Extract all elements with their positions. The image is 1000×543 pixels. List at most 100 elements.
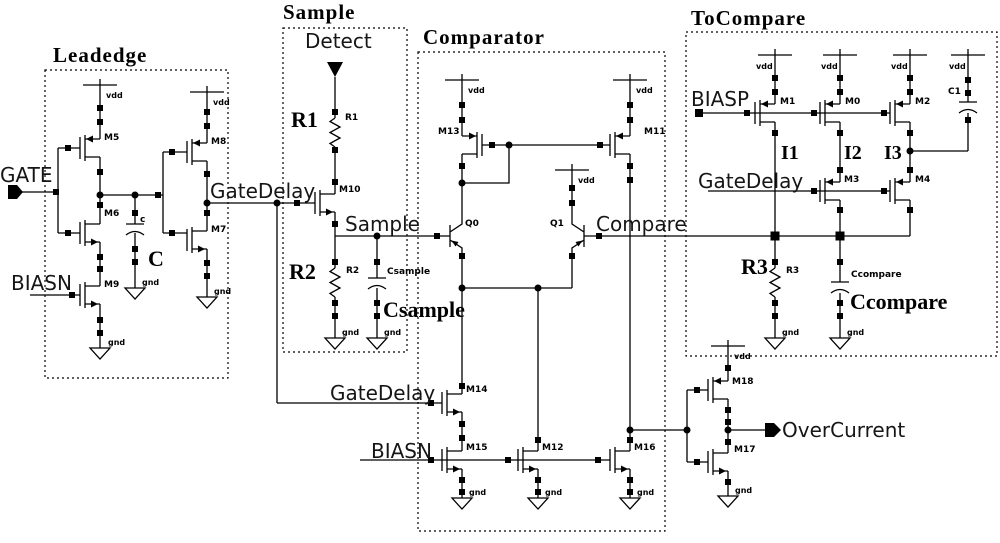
q0-ref: Q0 [465,219,479,229]
sample-detect-box [282,27,408,353]
gnd-label: gnd [637,488,654,497]
gnd-label: gnd [142,278,159,287]
gnd-label: gnd [735,486,752,495]
m14-ref: M14 [466,385,487,395]
vdd-label: vdd [636,86,653,95]
vdd-label: vdd [821,62,838,71]
gnd-symbols [89,287,851,510]
m4-ref: M4 [915,175,930,185]
gnd-label: gnd [782,328,799,337]
r1-ref: R1 [345,113,358,123]
m8-transistor [186,136,208,168]
vdd-label: vdd [891,62,908,71]
vdd-label: vdd [106,91,123,100]
m10-ref: M10 [339,185,360,195]
c-big-label: C [148,246,164,271]
r2-ref: R2 [346,266,359,276]
csample-big-label: Csample [383,297,465,322]
q1-ref: Q1 [550,219,564,229]
vdd-label: vdd [213,98,230,107]
m6-transistor [79,217,101,249]
m15-ref: M15 [466,443,487,453]
r1-big-label: R1 [291,107,318,132]
r1-resistor [329,117,341,148]
r3-resistor [769,267,781,298]
vdd-label: vdd [468,86,485,95]
m9-transistor [79,279,101,311]
m11-transistor [609,129,631,161]
m7-transistor [186,224,208,256]
m12-ref: M12 [542,443,563,453]
i3-label: I3 [884,142,902,164]
comparator-title: Comparator [423,25,545,49]
m4-transistor [889,175,911,207]
vdd-label: vdd [949,62,966,71]
gnd-label: gnd [108,338,125,347]
gate-input-pad [8,185,23,199]
comparator-box [417,51,666,532]
gnd-label: gnd [545,488,562,497]
leadedge-box [44,69,229,379]
ccompare-capacitor [830,281,850,294]
gnd-label: gnd [469,488,486,497]
tocompare-box [685,31,998,357]
gnd-label: gnd [847,328,864,337]
sample-net-label: Sample [345,212,420,236]
m0-ref: M0 [845,97,860,107]
m17-transistor [707,446,729,478]
r3-big-label: R3 [741,254,768,279]
m1-ref: M1 [780,97,795,107]
gatedelay-net-label-2: GateDelay [330,381,435,405]
gnd-label: gnd [214,287,231,296]
vdd-label: vdd [578,176,595,185]
ccompare-big-label: Ccompare [850,289,948,314]
ccompare-ref: Ccompare [851,270,902,280]
gatedelay-net-label: GateDelay [210,179,315,203]
biasp-pad [695,109,703,117]
m5-ref: M5 [104,133,119,143]
r2-resistor [329,267,341,298]
m2-ref: M2 [915,97,930,107]
tocompare-title: ToCompare [691,6,806,30]
sample-title: Sample [283,0,356,24]
m3-ref: M3 [844,175,859,185]
csample-ref: Csample [387,267,430,277]
detect-input-pad [327,62,343,77]
m5-transistor [79,132,101,164]
i1-label: I1 [781,142,799,164]
overcurrent-net-label: OverCurrent [782,418,905,442]
m18-transistor [707,374,729,406]
gatedelay-net-label-3: GateDelay [698,169,803,193]
m11-ref: M11 [644,127,665,137]
i2-label: I2 [844,142,862,164]
m14-transistor [441,387,463,419]
c1-capacitor [958,101,978,114]
m9-ref: M9 [104,280,119,290]
m17-ref: M17 [734,445,755,455]
m10-transistor [314,187,336,219]
overcurrent-output-pad [765,423,781,437]
m18-ref: M18 [732,377,753,387]
m16-ref: M16 [634,443,655,453]
compare-net-label: Compare [596,212,687,236]
r2-big-label: R2 [289,259,316,284]
q0-transistor [449,220,463,252]
q1-transistor [571,220,585,252]
biasp-net-label: BIASP [691,87,749,111]
biasn-net-label-2: BIASN [371,439,432,463]
gnd-label: gnd [342,328,359,337]
gate-net-label: GATE [0,163,52,187]
m13-ref: M13 [438,127,459,137]
m8-ref: M8 [211,137,226,147]
csample-capacitor [367,277,387,290]
r3-ref: R3 [786,266,799,276]
m7-ref: M7 [211,225,226,235]
vdd-label: vdd [756,62,773,71]
m2-transistor [889,97,911,129]
biasn-net-label: BIASN [11,271,72,295]
junction-dots [96,141,914,434]
gnd-label: gnd [384,328,401,337]
c-ref: c [140,215,145,225]
